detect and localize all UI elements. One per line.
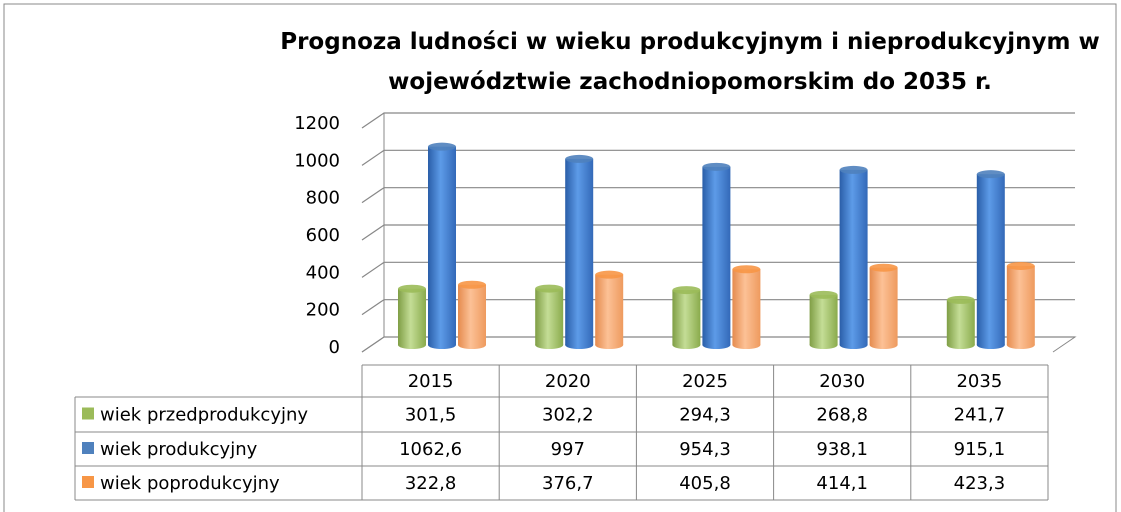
bar [535,284,564,349]
bar-bottom [869,341,898,349]
bar-bottom [732,341,761,349]
table-cell: 268,8 [816,405,868,426]
table-cell: 302,2 [542,405,594,426]
bar [595,270,624,349]
bar-bottom [1006,341,1035,349]
x-tick-label: 2025 [682,371,728,392]
bar-body [976,174,1005,345]
y-tick-label: 1000 [294,150,340,171]
bar-bottom [398,341,426,349]
bar-top [458,280,486,289]
bar [946,295,975,349]
table-cell: 241,7 [954,405,1006,426]
bar-bottom [595,341,624,349]
x-tick-label: 2030 [819,371,865,392]
grid-line [361,112,1075,129]
bar-top [869,263,898,272]
table-cell: 294,3 [679,405,731,426]
bar-body [428,146,456,345]
y-tick-label: 0 [329,337,340,358]
bar-bottom [428,341,456,349]
bar-top [839,165,868,174]
bar-bottom [672,341,701,349]
table-cell: 938,1 [816,439,868,460]
legend-swatch [82,442,94,454]
bar [1006,261,1035,349]
legend-swatch [82,407,94,420]
bar-top [732,265,761,274]
bar-body [702,166,731,345]
bar-top [809,290,838,299]
bar-body [595,274,624,345]
bar-bottom [458,341,486,349]
table-cell: 322,8 [405,473,457,494]
bar-top [702,162,731,171]
table-cell: 376,7 [542,473,594,494]
table-cell: 423,3 [954,473,1006,494]
bar [732,265,761,349]
bar-body [398,288,426,345]
bar-bottom [535,341,564,349]
bar-body [946,299,975,345]
bar-body [565,158,594,345]
bar-bottom [702,341,731,349]
bar-bottom [839,341,868,349]
bar-body [1006,265,1035,345]
bar-top [565,154,594,163]
bar-top [398,284,426,293]
y-tick-label: 400 [306,262,340,283]
bar-body [458,284,486,345]
bar-top [1006,261,1035,270]
table-cell: 301,5 [405,405,457,426]
chart-title: Prognoza ludności w wieku produkcyjnym i… [280,29,1100,95]
y-tick-label: 600 [306,225,340,246]
bar [839,165,868,349]
bar [398,284,426,349]
y-tick-label: 1200 [294,113,340,134]
bar-bottom [976,341,1005,349]
x-tick-label: 2020 [545,371,591,392]
bar [672,286,701,349]
table-cell: 405,8 [679,473,731,494]
bar [458,280,486,349]
x-tick-label: 2015 [408,371,454,392]
bar-body [869,267,898,345]
bar [428,142,456,349]
table-cell: 997 [551,439,585,460]
bar-body [732,269,761,345]
bar-bottom [946,341,975,349]
table-cell: 915,1 [954,439,1006,460]
bar-top [976,170,1005,179]
bar [565,154,594,349]
bar-body [839,169,868,345]
bar-body [535,288,564,345]
bar-top [428,142,456,151]
bar-top [535,284,564,293]
bar-bottom [809,341,838,349]
bar [976,170,1005,349]
x-tick-label: 2035 [956,371,1002,392]
legend-swatch [82,476,94,488]
chart-frame [3,3,1117,512]
table-cell: 1062,6 [399,439,462,460]
bar-body [672,290,701,345]
bar-body [809,294,838,345]
y-tick-label: 200 [306,300,340,321]
bar [809,290,838,349]
legend-label: wiek poprodukcyjny [100,473,280,494]
bar-top [595,270,624,279]
bar [869,263,898,349]
bar-top [672,286,701,295]
legend-label: wiek przedprodukcyjny [100,405,308,426]
bar [702,162,731,349]
bar-bottom [565,341,594,349]
legend-label: wiek produkcyjny [100,439,258,460]
y-tick-label: 800 [306,188,340,209]
table-cell: 414,1 [816,473,868,494]
bar-top [946,295,975,304]
table-cell: 954,3 [679,439,731,460]
